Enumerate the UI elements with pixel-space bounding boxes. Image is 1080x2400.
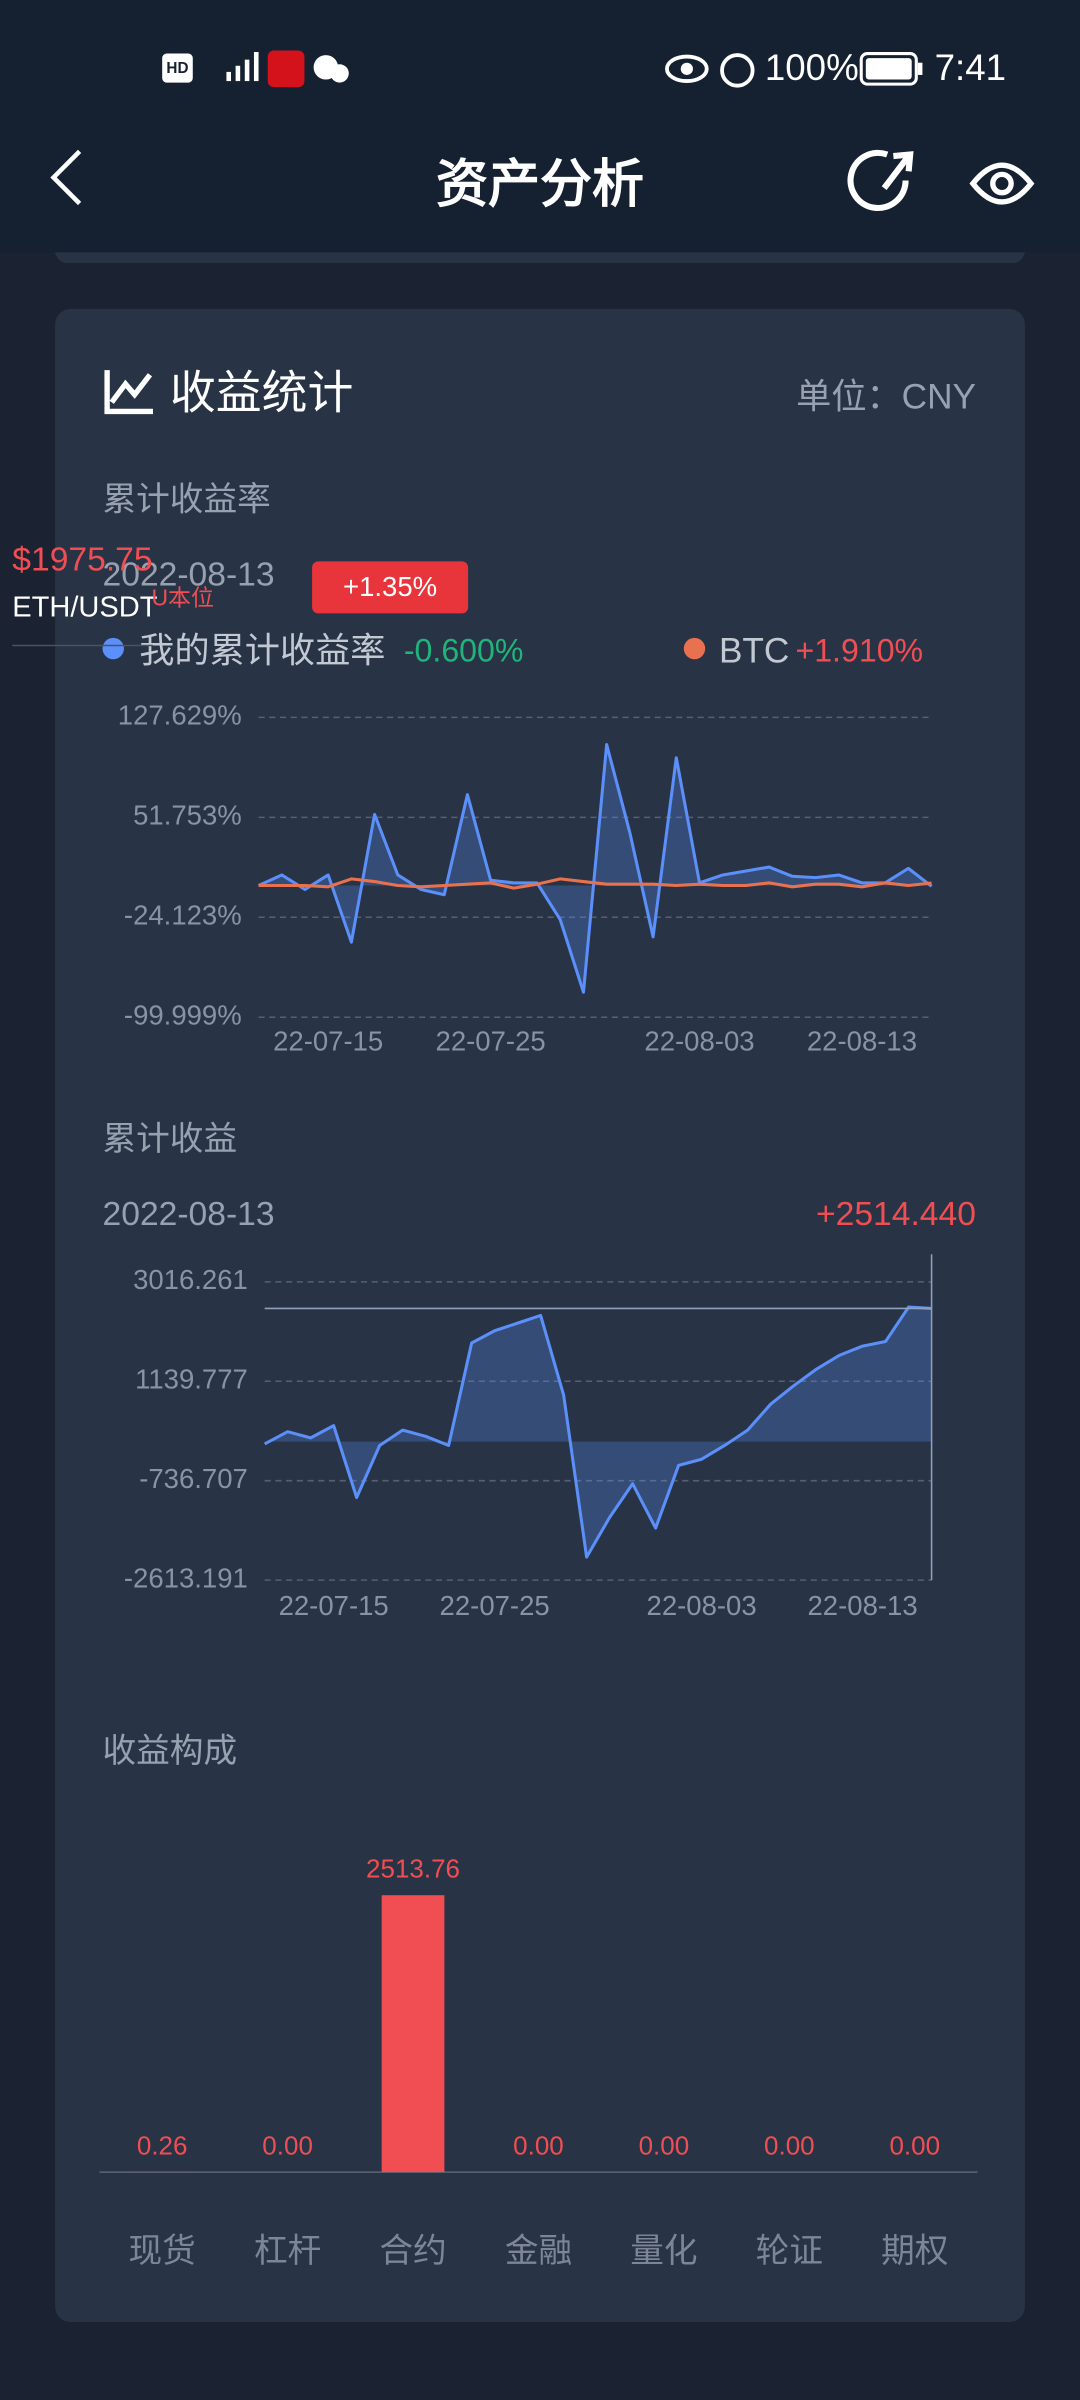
y-tick-label: -99.999% [124, 999, 242, 1030]
chart-date: 2022-08-13 [103, 1196, 275, 1233]
legend-swatch [683, 637, 706, 660]
share-arrow [881, 151, 914, 190]
value-label: 0.26 [137, 2130, 188, 2160]
card-title: 收益统计 [170, 366, 354, 418]
section-title: 累计收益率 [103, 481, 271, 519]
x-tick-label: 22-08-13 [807, 1025, 917, 1056]
hd-icon [162, 53, 193, 83]
x-tick-label: 22-08-13 [808, 1590, 918, 1621]
section-title: 收益构成 [103, 1732, 238, 1770]
value-label: 0.00 [262, 2130, 313, 2160]
badge [312, 561, 469, 614]
ticker-pair: ETH/USDT [12, 591, 157, 623]
hd-text: HD [166, 60, 188, 77]
x-tick-label: 22-07-15 [273, 1025, 383, 1056]
value-label: 0.00 [639, 2130, 690, 2160]
legend-value: +1.910% [795, 633, 923, 669]
line [258, 877, 932, 890]
badge-text: +1.35% [343, 571, 437, 602]
signal-bar [235, 65, 241, 82]
value-label: 2513.76 [366, 1854, 460, 1884]
signal-bar [253, 52, 259, 82]
area [264, 1307, 932, 1558]
page-title: 资产分析 [436, 156, 644, 214]
x-tick-label: 期权 [881, 2232, 948, 2270]
x-tick-label: 轮证 [756, 2232, 823, 2270]
y-tick-label: 51.753% [133, 800, 242, 831]
visibility-pupil [990, 171, 1014, 196]
y-tick-label: 1139.777 [135, 1364, 248, 1395]
chart-date: 2022-08-13 [103, 557, 275, 594]
y-tick-label: -2613.191 [124, 1562, 248, 1593]
wechat-icon [330, 64, 349, 83]
line [257, 743, 933, 994]
x-tick-label: 22-07-15 [279, 1590, 389, 1621]
x-tick-label: 杠杆 [254, 2232, 321, 2270]
bar [381, 1895, 445, 2173]
signal-bar [244, 59, 250, 82]
x-tick-label: 量化 [630, 2232, 697, 2270]
section-title: 累计收益 [103, 1120, 238, 1158]
y-tick-label: 127.629% [118, 700, 242, 731]
signal-bar [226, 71, 232, 82]
legend-label: 我的累计收益率 [139, 631, 385, 670]
x-tick-label: 22-07-25 [440, 1590, 550, 1621]
ticker-price: $1975.75 [12, 541, 152, 578]
back-button[interactable] [50, 149, 82, 206]
clock: 7:41 [935, 47, 1006, 88]
legend-swatch [102, 637, 124, 660]
line [263, 1305, 932, 1559]
x-tick-label: 现货 [129, 2232, 196, 2270]
ticker-tag: U本位 [151, 585, 213, 611]
battery-percent: 100% [765, 47, 859, 88]
top-bar-cover [0, 0, 1080, 252]
charts: -99.999% -24.123% 51.753% 127.629% 22-07-15 2… [99, 700, 978, 2270]
x-tick-label: 合约 [379, 2232, 446, 2270]
x-tick-label: 22-08-03 [647, 1590, 757, 1621]
legend-value: -0.600% [404, 633, 524, 669]
profit-value: +2514.440 [816, 1196, 976, 1233]
legend-label: BTC [719, 631, 789, 670]
value-label: 0.00 [513, 2130, 564, 2160]
value-label: 0.00 [889, 2130, 940, 2160]
unit-label: 单位：CNY [796, 378, 976, 417]
battery-tip [917, 62, 923, 75]
app-icon [267, 50, 305, 88]
x-tick-label: 22-07-25 [436, 1025, 546, 1056]
chart-icon [104, 370, 154, 415]
eye-pupil [680, 62, 693, 75]
x-tick-label: 22-08-03 [644, 1025, 754, 1056]
alarm-icon [720, 53, 755, 88]
eye-icon [665, 54, 709, 83]
battery-icon [859, 52, 918, 86]
status-icons: HD [162, 50, 923, 88]
value-label: 0.00 [764, 2130, 815, 2160]
battery-level [865, 58, 912, 80]
y-tick-label: -24.123% [124, 900, 242, 931]
y-tick-label: 3016.261 [133, 1264, 248, 1295]
y-tick-label: -736.707 [139, 1463, 248, 1494]
share-button[interactable] [847, 149, 909, 212]
visibility-button[interactable] [969, 162, 1035, 205]
x-tick-label: 金融 [505, 2232, 572, 2270]
